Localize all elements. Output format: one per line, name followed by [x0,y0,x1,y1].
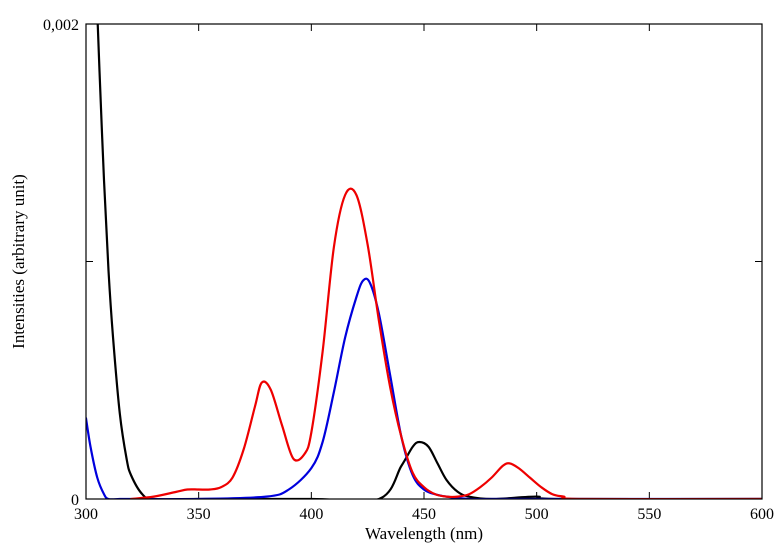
x-tick-label: 500 [525,506,549,523]
x-tick-label: 350 [187,506,211,523]
plot-border [85,23,763,500]
plot-series [86,24,762,499]
x-tick-label: 600 [750,506,774,523]
x-tick-label: 400 [299,506,323,523]
x-axis-title: Wavelength (nm) [365,524,483,543]
series-line-2 [129,187,762,499]
y-axis-title: Intensities (arbitrary unit) [9,174,28,349]
series-line-1 [86,277,762,499]
x-tick-label: 450 [412,506,436,523]
plot-frame [85,23,763,500]
x-tick-label: 550 [637,506,661,523]
x-tick-label: 300 [74,506,98,523]
y-tick-label: 0 [71,492,79,509]
axes: 300 350 400 450 500 550 600 0 0,002 [43,17,774,523]
series-line-0 [96,24,762,499]
y-tick-label: 0,002 [43,17,79,34]
